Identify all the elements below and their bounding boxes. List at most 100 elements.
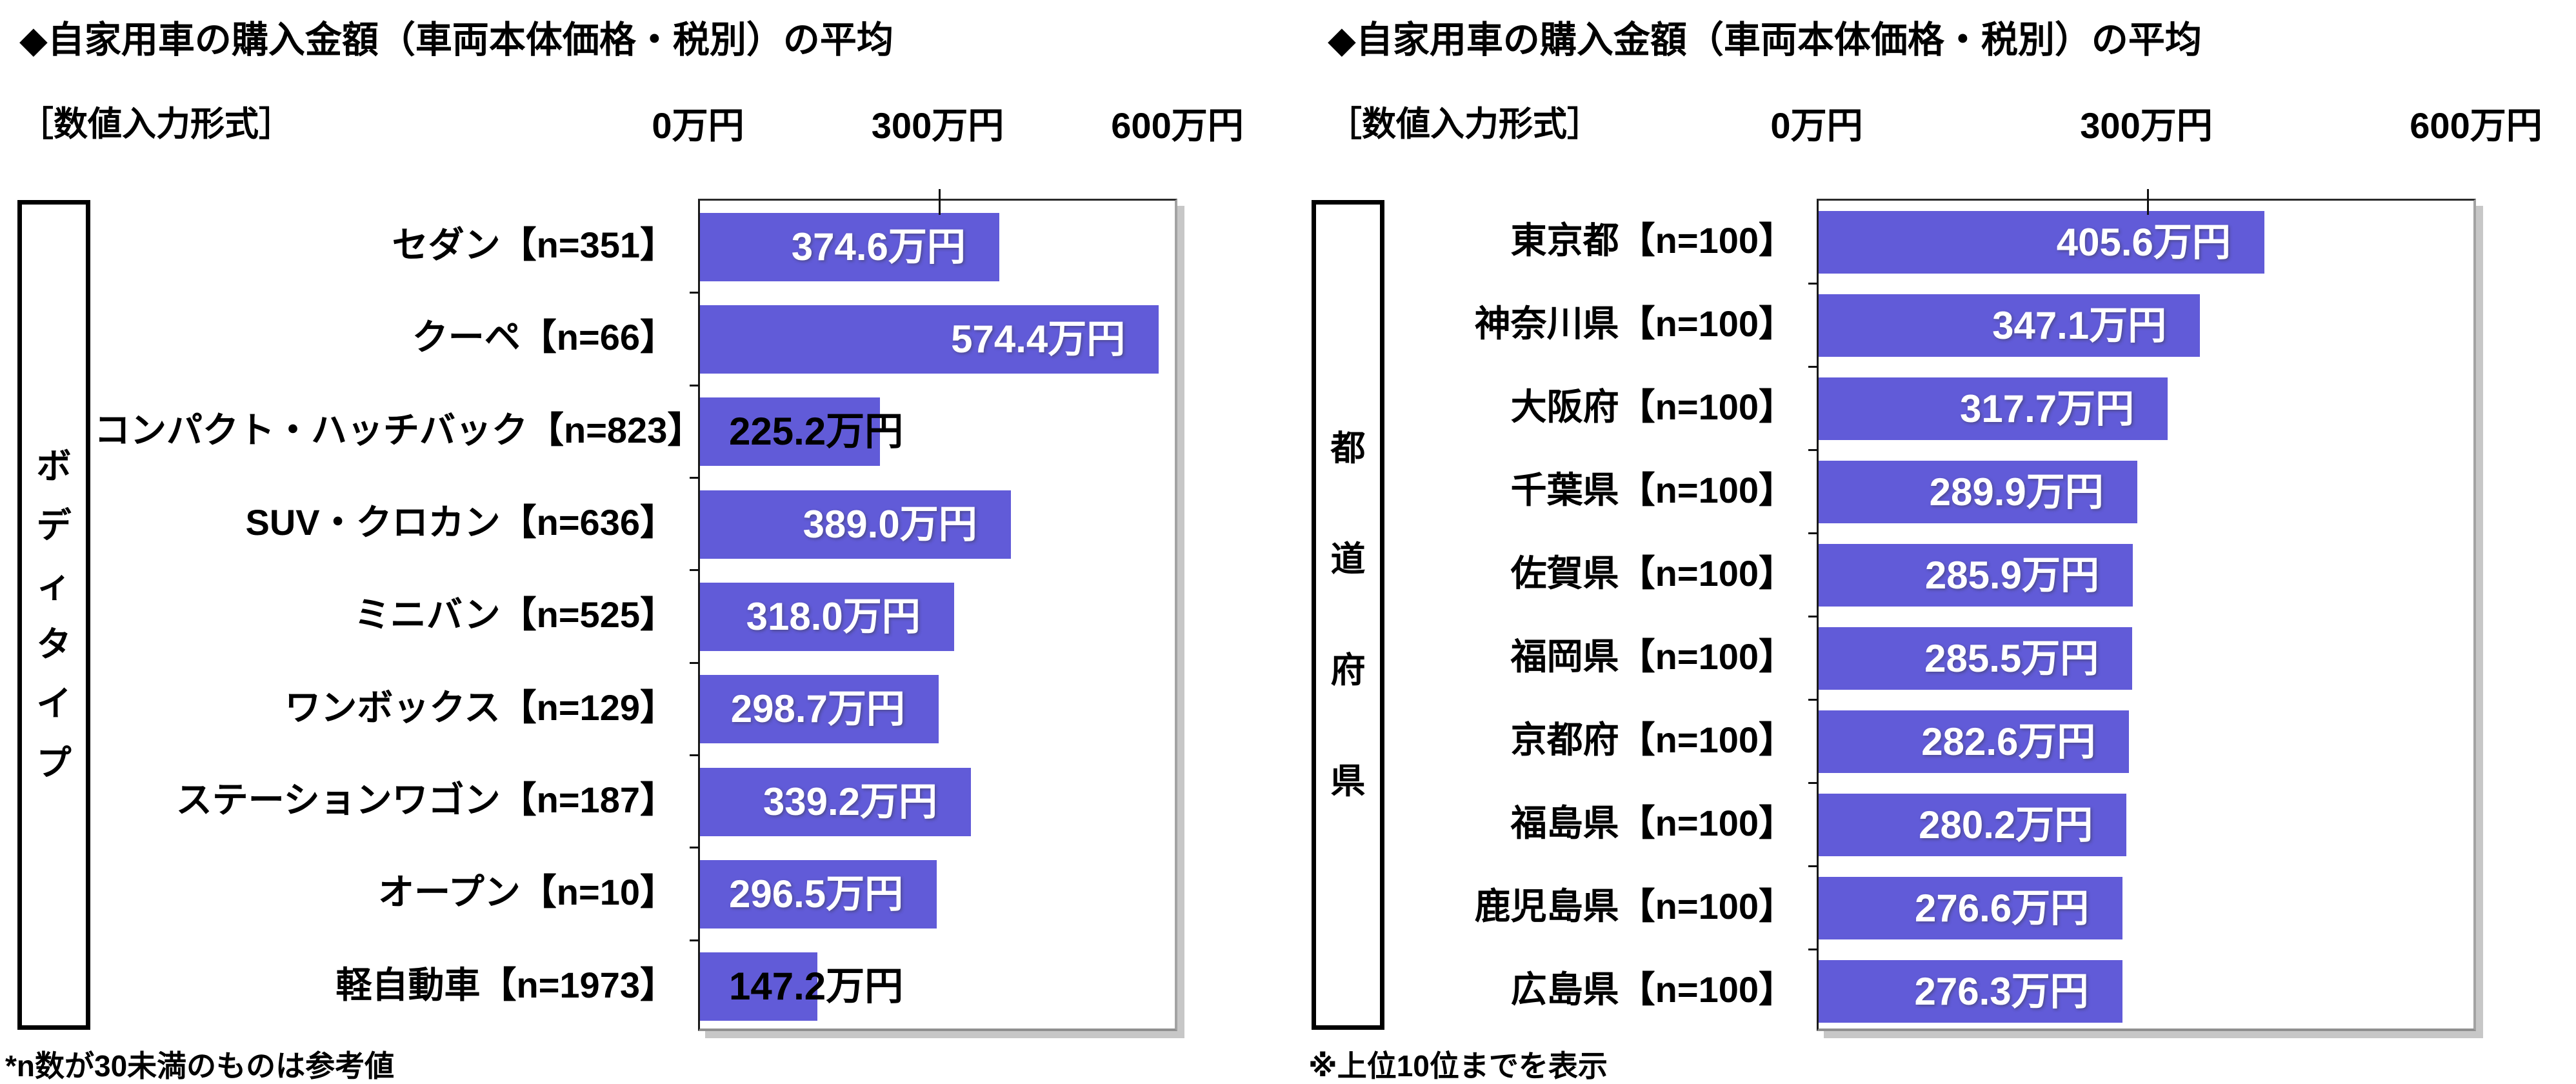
- y-axis-tick: [1808, 865, 1818, 867]
- bar: [1819, 877, 2123, 939]
- bar: [700, 397, 880, 467]
- group-label-char: ィ: [36, 566, 72, 605]
- bar: [1819, 710, 2130, 773]
- value-label: 339.2万円: [763, 779, 938, 823]
- group-label-char: 都: [1330, 429, 1366, 468]
- x-axis-tick-label: 300万円: [2080, 105, 2213, 146]
- bar: [1819, 794, 2127, 856]
- x-axis-tick-label: 0万円: [1770, 105, 1863, 146]
- value-label: 389.0万円: [803, 502, 977, 546]
- plot-area: 405.6万円 347.1万円 317.7万円 289.9万円 285.9万円 285.5…: [1808, 189, 2476, 1031]
- y-axis-tick: [690, 847, 699, 849]
- group-label-char: プ: [36, 744, 72, 783]
- category-label: ステーションワゴン【n=187】: [175, 779, 676, 820]
- bar: [1819, 627, 2133, 690]
- value-label: 405.6万円: [2056, 221, 2231, 264]
- bar: [700, 490, 1011, 559]
- group-label-char: イ: [36, 685, 72, 723]
- category-label: 大阪府【n=100】: [1510, 386, 1795, 427]
- category-label: 広島県【n=100】: [1510, 969, 1795, 1010]
- y-axis-tick: [1808, 699, 1818, 701]
- value-label: 225.2万円: [729, 410, 904, 454]
- group-label-char: 府: [1330, 651, 1366, 690]
- category-label: ミニバン【n=525】: [354, 594, 676, 636]
- value-label: 285.5万円: [1924, 637, 2099, 680]
- category-label: 京都府【n=100】: [1510, 719, 1795, 760]
- group-label-char: デ: [36, 507, 72, 545]
- category-label: 鹿児島県【n=100】: [1474, 886, 1795, 927]
- chart-footnote: ※上位10位までを表示: [1308, 1049, 1608, 1083]
- y-axis-tick: [690, 661, 699, 664]
- bar: [700, 952, 818, 1021]
- bar: [700, 675, 939, 744]
- chart-subtitle: ［数値入力形式］: [1328, 105, 1601, 143]
- y-axis-tick: [1808, 283, 1818, 285]
- category-label: 千葉県【n=100】: [1510, 470, 1795, 510]
- y-axis-tick: [1808, 782, 1818, 784]
- x-axis-tick-label: 600万円: [1111, 105, 1244, 146]
- value-label: 296.5万円: [729, 872, 904, 916]
- bar: [1819, 211, 2264, 274]
- bar: [700, 860, 937, 928]
- bar: [1819, 544, 2133, 607]
- bar: [700, 767, 972, 836]
- x-axis-tick: [938, 189, 941, 215]
- value-label: 317.7万円: [1960, 387, 2135, 430]
- bar: [1819, 377, 2168, 440]
- group-label-char: 道: [1330, 540, 1366, 579]
- value-label: 347.1万円: [1992, 304, 2167, 347]
- value-label: 276.3万円: [1914, 970, 2089, 1013]
- value-label: 289.9万円: [1929, 470, 2104, 514]
- y-axis-tick: [690, 939, 699, 941]
- category-label: 佐賀県【n=100】: [1510, 553, 1795, 594]
- category-label: セダン【n=351】: [392, 225, 676, 265]
- y-axis-tick: [1808, 449, 1818, 451]
- value-label: 298.7万円: [730, 687, 905, 731]
- x-axis-tick-label: 0万円: [652, 105, 744, 146]
- value-label: 280.2万円: [1919, 803, 2093, 847]
- chart-title: ◆自家用車の購入金額（車両本体価格・税別）の平均: [19, 19, 894, 61]
- y-axis-tick: [690, 477, 699, 479]
- y-axis-tick: [690, 292, 699, 294]
- bar: [700, 305, 1159, 374]
- y-axis-tick: [690, 569, 699, 572]
- value-label: 374.6万円: [791, 225, 966, 268]
- y-axis-tick: [1808, 949, 1818, 950]
- y-axis-tick: [1808, 532, 1818, 534]
- y-axis-tick: [1808, 366, 1818, 368]
- value-label: 285.9万円: [1924, 554, 2099, 597]
- category-label: 神奈川県【n=100】: [1474, 303, 1795, 344]
- x-axis-tick: [2147, 189, 2149, 215]
- bar: [700, 583, 954, 651]
- category-label: 軽自動車【n=1973】: [335, 964, 677, 1005]
- group-label-box: ボディタイプ: [17, 200, 90, 1030]
- group-label-char: ボ: [36, 447, 72, 486]
- category-label: 福岡県【n=100】: [1510, 636, 1795, 677]
- chart-subtitle: ［数値入力形式］: [19, 105, 293, 143]
- value-label: 282.6万円: [1921, 720, 2096, 763]
- value-label: 574.4万円: [951, 317, 1126, 361]
- category-label: SUV・クロカン【n=636】: [245, 502, 677, 543]
- group-label-char: タ: [36, 625, 72, 664]
- y-axis-tick: [690, 384, 699, 386]
- group-label-char: 県: [1330, 762, 1366, 801]
- category-label: ワンボックス【n=129】: [285, 687, 676, 728]
- value-label: 276.6万円: [1915, 887, 2090, 930]
- category-label: オープン【n=10】: [378, 872, 676, 913]
- y-axis-tick: [690, 754, 699, 756]
- category-label: コンパクト・ハッチバック【n=823】: [94, 409, 704, 450]
- category-label: 福島県【n=100】: [1510, 803, 1795, 843]
- bar: [1819, 461, 2137, 523]
- group-label-box: 都道府県: [1312, 200, 1384, 1030]
- y-axis-tick: [1808, 616, 1818, 617]
- bar: [1819, 960, 2122, 1023]
- chart-title: ◆自家用車の購入金額（車両本体価格・税別）の平均: [1328, 19, 2202, 61]
- bar: [700, 212, 999, 281]
- value-label: 147.2万円: [729, 965, 904, 1009]
- x-axis-tick-label: 300万円: [871, 105, 1004, 146]
- category-label: クーペ【n=66】: [412, 317, 676, 358]
- bar: [1819, 294, 2201, 357]
